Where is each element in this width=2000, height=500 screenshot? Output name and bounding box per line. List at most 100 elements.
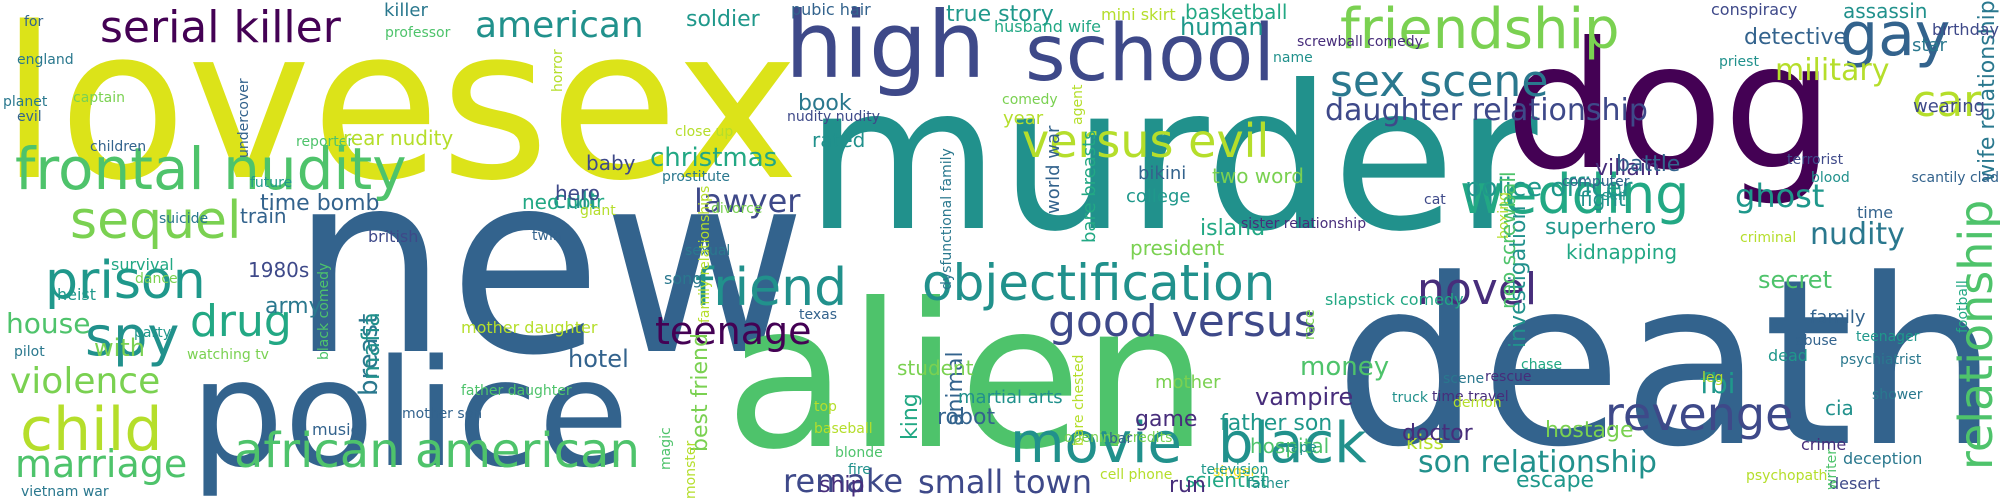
cloud-word: hotel xyxy=(568,345,629,373)
cloud-word: wearing xyxy=(1913,96,1986,117)
cloud-word: alien xyxy=(725,261,1209,494)
cloud-word: neo noir xyxy=(522,190,605,214)
cloud-word: kidnapping xyxy=(1566,240,1678,264)
cloud-word: abuse xyxy=(1795,333,1838,349)
cloud-word: battle xyxy=(1616,152,1681,177)
cloud-word: money xyxy=(1300,352,1390,382)
cloud-word: college xyxy=(1126,186,1191,207)
cloud-word: star xyxy=(1912,35,1947,56)
cloud-word: run xyxy=(1169,473,1206,498)
cloud-word: sexual xyxy=(685,243,731,259)
cloud-word: world war xyxy=(1043,125,1064,214)
cloud-word: husband wife xyxy=(994,17,1101,36)
cloud-word: fbi xyxy=(1700,367,1736,400)
cloud-word: vampire xyxy=(1255,383,1354,411)
cloud-word: soldier xyxy=(686,7,760,32)
cloud-word: bar xyxy=(1109,431,1133,447)
cloud-word: sister relationship xyxy=(1241,216,1367,232)
cloud-word: with xyxy=(94,334,145,362)
cloud-word: movie xyxy=(1010,411,1182,476)
cloud-word: priest xyxy=(1719,54,1759,70)
cloud-word: england xyxy=(17,52,74,68)
cloud-word: death xyxy=(1334,231,1999,498)
cloud-word: undercover xyxy=(236,78,252,158)
cloud-word: good versus xyxy=(1048,296,1317,347)
cloud-word: birthday xyxy=(1931,20,1999,39)
cloud-word: british xyxy=(368,227,419,246)
cloud-word: ship xyxy=(819,473,865,498)
cloud-word: self xyxy=(1602,188,1627,204)
cloud-word: conspiracy xyxy=(1711,0,1798,19)
cloud-word: african american xyxy=(234,423,640,479)
cloud-word: revenge xyxy=(1605,387,1794,441)
cloud-word: family xyxy=(1810,307,1866,328)
cloud-word: frontal nudity xyxy=(15,135,407,203)
cloud-word: villain xyxy=(1595,156,1660,181)
cloud-word: screwball comedy xyxy=(1297,34,1423,50)
cloud-word: texas xyxy=(799,307,838,323)
cloud-word: watching tv xyxy=(187,347,269,363)
cloud-word: serial killer xyxy=(100,2,341,53)
cloud-word: top xyxy=(814,399,837,415)
cloud-word: crime xyxy=(1801,435,1847,454)
cloud-word: wedding xyxy=(1460,163,1690,226)
cloud-word: father son xyxy=(1220,411,1333,436)
cloud-word: love xyxy=(0,0,441,227)
cloud-word: teenage xyxy=(655,309,812,353)
cloud-word: relationship xyxy=(1949,199,2000,470)
cloud-word: army xyxy=(265,294,322,319)
cloud-word: drug xyxy=(190,296,292,347)
cloud-word: mafia xyxy=(357,312,385,380)
cloud-word: demon xyxy=(1453,395,1502,411)
cloud-word: teenager xyxy=(1856,329,1920,345)
cloud-word: heist xyxy=(57,285,97,304)
cloud-word: divorce xyxy=(711,201,763,217)
cloud-word: magic xyxy=(658,427,674,470)
cloud-word: murder xyxy=(805,43,1538,276)
cloud-word: killer xyxy=(384,0,428,21)
cloud-word: future xyxy=(250,175,293,191)
cloud-word: kiss xyxy=(1406,430,1444,454)
cloud-word: dance xyxy=(135,271,178,287)
cloud-word: music xyxy=(312,420,360,439)
cloud-word: scene xyxy=(1443,371,1485,387)
cloud-word: small town xyxy=(918,463,1092,500)
cloud-word: year xyxy=(1003,108,1044,129)
cloud-word: robot xyxy=(937,405,996,430)
cloud-word: agent xyxy=(1070,84,1086,125)
cloud-word: slapstick comedy xyxy=(1325,290,1464,309)
cloud-word: pilot xyxy=(14,344,45,360)
cloud-word: daughter relationship xyxy=(1325,93,1648,128)
cloud-word: planet xyxy=(3,94,48,110)
cloud-word: hostage xyxy=(1545,418,1634,443)
cloud-word: writer xyxy=(1824,449,1840,490)
cloud-word: martial arts xyxy=(958,387,1063,408)
cloud-word: christmas xyxy=(650,143,778,173)
cloud-word: bikini xyxy=(1138,163,1187,184)
cloud-word: son relationship xyxy=(1418,445,1657,480)
cloud-word: evil xyxy=(17,109,42,125)
cloud-word: president xyxy=(1130,236,1225,260)
cloud-word: king xyxy=(898,393,923,440)
cloud-word: lawyer xyxy=(694,182,801,220)
cloud-word: nudity xyxy=(1810,217,1905,252)
cloud-word: mother daughter xyxy=(461,318,598,337)
cloud-word: blood xyxy=(1811,170,1850,186)
cloud-word: race xyxy=(1302,309,1318,340)
cloud-word: spy xyxy=(85,305,180,368)
cloud-word: prostitute xyxy=(662,169,731,185)
cloud-word: baseball xyxy=(814,421,873,437)
cloud-word: high xyxy=(785,0,986,99)
cloud-word: sequel xyxy=(70,191,242,251)
cloud-word: human xyxy=(1180,13,1264,41)
cloud-word: objectification xyxy=(922,254,1276,312)
cloud-word: hospital xyxy=(1250,434,1330,458)
cloud-word: train xyxy=(240,204,287,228)
cloud-word: psychopath xyxy=(1746,468,1828,484)
cloud-word: black xyxy=(1218,411,1367,476)
cloud-word: house xyxy=(6,307,91,340)
cloud-word: comedy xyxy=(1002,92,1058,108)
cloud-word: time travel xyxy=(1432,389,1509,405)
cloud-word: rear nudity xyxy=(343,126,454,150)
